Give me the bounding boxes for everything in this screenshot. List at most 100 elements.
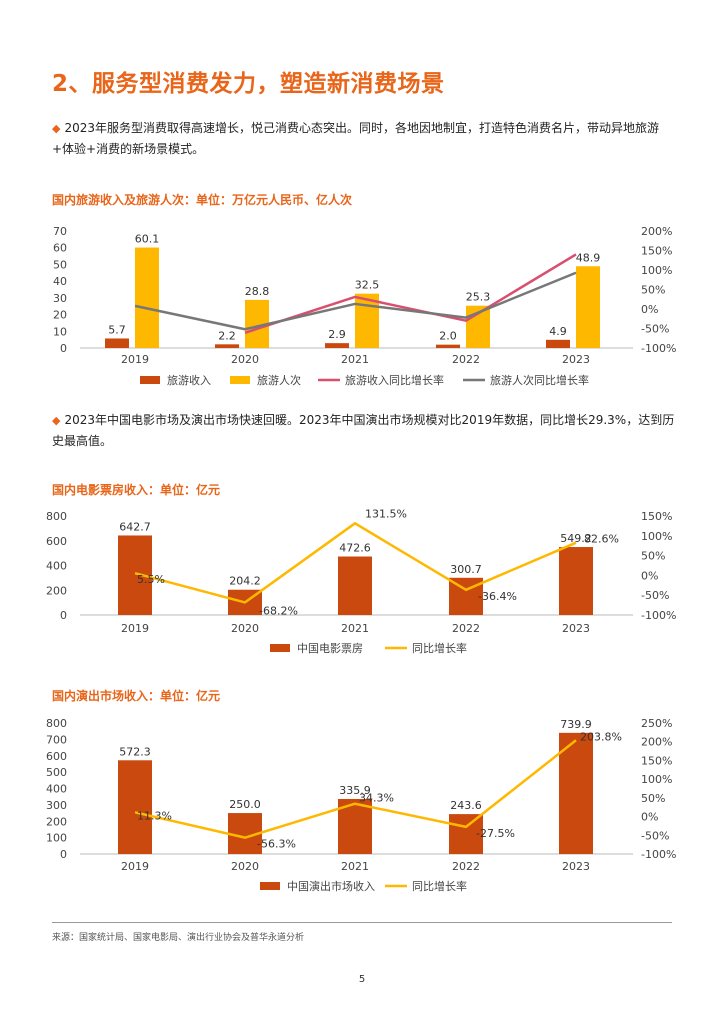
y2-tick-label: -100%: [641, 609, 676, 622]
bar-data-label: 5.7: [108, 323, 126, 336]
x-tick-label: 2022: [452, 860, 480, 873]
bullet-tourism: ◆ 2023年服务型消费取得高速增长，悦己消费心态突出。同时，各地因地制宜，打造特…: [52, 118, 678, 159]
y2-tick-label: -50%: [641, 829, 669, 842]
legend-label: 旅游人次同比增长率: [490, 373, 589, 387]
x-tick-label: 2022: [452, 353, 480, 366]
y-tick-label: 40: [53, 275, 67, 288]
x-tick-label: 2023: [562, 353, 590, 366]
y2-tick-label: 100%: [641, 530, 672, 543]
y2-tick-label: -100%: [641, 342, 676, 355]
y-tick-label: 700: [46, 733, 67, 746]
diamond-bullet-icon: ◆: [52, 122, 61, 135]
y2-tick-label: 0%: [641, 811, 658, 824]
line-data-label: -68.2%: [259, 604, 298, 617]
y-tick-label: 400: [46, 783, 67, 796]
y-tick-label: 800: [46, 510, 67, 523]
bullet-text: 2023年服务型消费取得高速增长，悦己消费心态突出。同时，各地因地制宜，打造特色…: [52, 121, 660, 156]
page-title: 2、服务型消费发力，塑造新消费场景: [52, 71, 445, 97]
y-tick-label: 500: [46, 766, 67, 779]
legend-swatch: [140, 376, 160, 384]
bar-data-label: 472.6: [339, 542, 371, 555]
legend-label: 旅游人次: [257, 373, 301, 387]
y-tick-label: 30: [53, 292, 67, 305]
y2-tick-label: 0%: [641, 303, 658, 316]
bar: [215, 344, 239, 348]
line-data-label: -36.4%: [478, 590, 517, 603]
bar: [559, 732, 593, 854]
y-tick-label: 300: [46, 799, 67, 812]
bar-data-label: 4.9: [549, 325, 567, 338]
y-tick-label: 20: [53, 309, 67, 322]
bar-data-label: 250.0: [229, 798, 261, 811]
bar-data-label: 204.2: [229, 575, 261, 588]
y2-tick-label: 0%: [641, 569, 658, 582]
legend-label: 中国电影票房: [297, 642, 363, 655]
bar: [135, 247, 159, 348]
series-line: [134, 522, 577, 604]
legend-swatch: [270, 644, 290, 652]
bar: [105, 338, 129, 348]
line-data-label: -27.5%: [476, 827, 515, 840]
bar-data-label: 2.0: [439, 330, 457, 343]
x-tick-label: 2020: [231, 353, 259, 366]
x-tick-label: 2022: [452, 622, 480, 635]
y2-tick-label: 150%: [641, 754, 672, 767]
y2-tick-label: -50%: [641, 589, 669, 602]
bar-data-label: 60.1: [135, 233, 160, 246]
y-tick-label: 0: [60, 609, 67, 622]
y2-tick-label: 200%: [641, 736, 672, 749]
bar: [449, 814, 483, 854]
x-tick-label: 2019: [121, 860, 149, 873]
x-tick-label: 2020: [231, 860, 259, 873]
chart-title-tourism: 国内旅游收入及旅游人次：单位：万亿元人民币、亿人次: [52, 193, 353, 207]
source-footnote: 来源：国家统计局、国家电影局、演出行业协会及普华永道分析: [52, 922, 672, 943]
bar: [118, 760, 152, 854]
y2-tick-label: -50%: [641, 323, 669, 336]
y-tick-label: 100: [46, 832, 67, 845]
y-tick-label: 0: [60, 342, 67, 355]
y-tick-label: 10: [53, 325, 67, 338]
bar: [559, 547, 593, 615]
x-tick-label: 2019: [121, 353, 149, 366]
diamond-bullet-icon: ◆: [52, 414, 61, 427]
x-tick-label: 2023: [562, 860, 590, 873]
y-tick-label: 200: [46, 584, 67, 597]
line-data-label: 5.5%: [137, 573, 165, 586]
chart-title-box-office: 国内电影票房收入：单位：亿元: [52, 483, 221, 497]
bar-data-label: 25.3: [466, 291, 491, 304]
y-tick-label: 60: [53, 242, 67, 255]
bar-data-label: 32.5: [355, 279, 380, 292]
bar: [546, 339, 570, 348]
page-number: 5: [358, 974, 366, 985]
bullet-film-performance: ◆ 2023年中国电影市场及演出市场快速回暖。2023年中国演出市场规模对比201…: [52, 410, 678, 451]
line-data-label: 34.3%: [359, 792, 394, 805]
legend-label: 旅游收入同比增长率: [345, 373, 444, 387]
bar-data-label: 642.7: [119, 520, 151, 533]
y-tick-label: 50: [53, 258, 67, 271]
y2-tick-label: 50%: [641, 550, 665, 563]
y2-tick-label: 150%: [641, 245, 672, 258]
bar-data-label: 28.8: [245, 285, 270, 298]
y2-tick-label: 50%: [641, 284, 665, 297]
bar-data-label: 572.3: [119, 745, 151, 758]
x-tick-label: 2019: [121, 622, 149, 635]
bar: [338, 556, 372, 615]
bar-data-label: 2.2: [218, 329, 236, 342]
x-tick-label: 2021: [341, 622, 369, 635]
x-tick-label: 2020: [231, 622, 259, 635]
bar: [355, 293, 379, 348]
y-tick-label: 600: [46, 535, 67, 548]
bar-data-label: 48.9: [576, 251, 601, 264]
bar-data-label: 2.9: [328, 328, 346, 341]
legend-label: 旅游收入: [167, 373, 211, 387]
x-tick-label: 2021: [341, 353, 369, 366]
legend-swatch: [230, 376, 250, 384]
line-data-label: -56.3%: [257, 838, 296, 851]
bar-data-label: 549.2: [560, 532, 592, 545]
tourism-chart: 0 10 20 30 40 50 60 70 -100% -50% 0% 50% 100% 150% 200…: [53, 225, 676, 387]
y-tick-label: 800: [46, 717, 67, 730]
y-tick-label: 200: [46, 815, 67, 828]
y2-tick-label: 100%: [641, 264, 672, 277]
performance-chart: 0 100 200 300 400 500 600 700 800 -100% -50% 0% 50% 1…: [46, 717, 676, 893]
bullet-text: 2023年中国电影市场及演出市场快速回暖。2023年中国演出市场规模对比2019…: [52, 413, 675, 448]
